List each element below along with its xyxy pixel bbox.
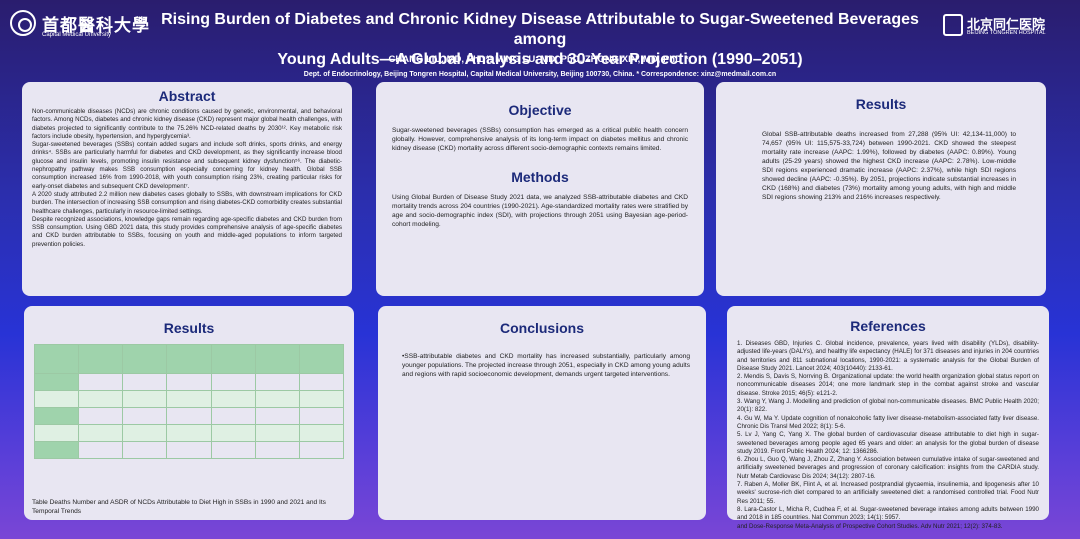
table-cell xyxy=(166,373,212,391)
table-caption: Table Deaths Number and ASDR of NCDs Att… xyxy=(32,499,326,515)
capital-medical-university-logo: 首都醫科大學 Capital Medical University xyxy=(10,10,149,42)
table-header-cell xyxy=(122,344,168,374)
table-cell xyxy=(210,424,256,442)
university-seal-icon xyxy=(10,10,36,36)
abstract-paragraph-1: Non-communicable diseases (NCDs) are chr… xyxy=(32,108,342,140)
reference-item: 6. Zhou L, Guo Q, Wang J, Zhou Z, Zhang … xyxy=(737,456,1039,480)
table-row xyxy=(33,407,345,425)
table-cell xyxy=(298,441,345,459)
abstract-panel: Abstract Non-communicable diseases (NCDs… xyxy=(22,82,352,296)
objective-text: Sugar-sweetened beverages (SSBs) consump… xyxy=(392,127,688,152)
table-cell xyxy=(254,407,300,425)
table-cell xyxy=(210,373,256,391)
reference-item: 8. Lara-Castor L, Micha R, Cudhea F, et … xyxy=(737,505,1039,522)
table-cell xyxy=(122,373,168,391)
authors: CHANG LIU, MD, PhD*; MING LU, MD, PhD, Z… xyxy=(388,54,692,65)
table-cell xyxy=(33,441,80,459)
results-panel-bottom: Results Table Deaths Number and ASDR of … xyxy=(24,306,354,520)
table-header-cell xyxy=(78,344,124,374)
reference-item: 1. Diseases GBD, Injuries C. Global inci… xyxy=(737,340,1039,372)
conclusions-text: •SSB-attributable diabetes and CKD morta… xyxy=(402,353,690,378)
table-cell xyxy=(33,407,80,425)
abstract-paragraph-3: A 2020 study attributed 2.2 million new … xyxy=(32,190,342,215)
poster-title: Rising Burden of Diabetes and Chronic Ki… xyxy=(150,10,930,70)
table-cell xyxy=(254,441,300,459)
references-heading: References xyxy=(850,318,926,334)
table-cell xyxy=(166,390,212,408)
table-cell xyxy=(78,390,124,408)
table-cell xyxy=(298,390,345,408)
poster-header: 首都醫科大學 Capital Medical University Rising… xyxy=(0,0,1080,88)
table-row xyxy=(33,424,345,442)
reference-item: 7. Raben A, Moller BK, Flint A, et al. I… xyxy=(737,481,1039,505)
objective-methods-panel: Objective Sugar-sweetened beverages (SSB… xyxy=(376,82,704,296)
table-cell xyxy=(210,390,256,408)
results-table-heading: Results xyxy=(163,320,215,336)
table-header-cell xyxy=(210,344,256,374)
table-header-cell xyxy=(254,344,300,374)
title-line-1: Rising Burden of Diabetes and Chronic Ki… xyxy=(161,11,919,48)
table-row xyxy=(33,390,345,408)
table-cell xyxy=(166,441,212,459)
title-line-2: Young Adults—A Global Analysis and 30-Ye… xyxy=(277,51,803,68)
table-cell xyxy=(122,441,168,459)
abstract-paragraph-4: Despite recognized associations, knowled… xyxy=(32,215,342,248)
conclusions-panel: Conclusions •SSB-attributable diabetes a… xyxy=(378,306,706,520)
hospital-mark-icon xyxy=(943,14,963,36)
table-cell xyxy=(298,407,345,425)
table-cell xyxy=(78,441,124,459)
reference-item: 5. Lv J, Yang C, Yang X. The global burd… xyxy=(737,431,1039,455)
methods-heading: Methods xyxy=(511,169,569,185)
tongren-hospital-logo: 北京同仁医院 BEIJING TONGREN HOSPITAL xyxy=(943,14,1068,42)
table-cell xyxy=(122,390,168,408)
table-cell xyxy=(254,390,300,408)
abstract-heading: Abstract xyxy=(158,88,216,104)
objective-heading: Objective xyxy=(508,102,572,118)
affiliation: Dept. of Endocrinology, Beijing Tongren … xyxy=(303,71,777,78)
table-header-cell xyxy=(298,344,345,374)
reference-item: 4. Gu W, Ma Y. Update cognition of nonal… xyxy=(737,414,1039,430)
results-table xyxy=(33,344,345,459)
table-row xyxy=(33,373,345,391)
reference-item: 3. Wang Y, Wang J. Modelling and predict… xyxy=(737,398,1039,414)
logo-left-chinese: 首都醫科大學 xyxy=(42,16,150,36)
table-cell xyxy=(254,373,300,391)
table-row xyxy=(33,441,345,459)
table-cell xyxy=(298,424,345,442)
table-cell xyxy=(78,407,124,425)
table-cell xyxy=(122,407,168,425)
reference-item: and Dose-Response Meta-Analysis of Prosp… xyxy=(737,522,1003,530)
table-cell xyxy=(166,407,212,425)
table-cell xyxy=(166,424,212,442)
table-header-cell xyxy=(166,344,212,374)
table-cell xyxy=(210,407,256,425)
table-cell xyxy=(122,424,168,442)
references-panel: References 1. Diseases GBD, Injuries C. … xyxy=(727,306,1049,530)
results-heading: Results xyxy=(855,96,907,112)
table-cell xyxy=(298,373,345,391)
results-text: Global SSB-attributable deaths increased… xyxy=(762,131,1016,201)
table-header-cell xyxy=(33,344,80,374)
table-cell xyxy=(33,424,80,442)
logo-right-english: BEIJING TONGREN HOSPITAL xyxy=(967,30,1046,36)
reference-item: 2. Mendis S, Davis S, Norrving B. Organi… xyxy=(737,373,1039,397)
methods-text: Using Global Burden of Disease Study 202… xyxy=(392,194,688,228)
logo-right-chinese: 北京同仁医院 xyxy=(967,17,1046,32)
logo-left-english: Capital Medical University xyxy=(42,32,112,38)
abstract-paragraph-2: Sugar-sweetened beverages (SSBs) contain… xyxy=(32,141,342,190)
table-cell xyxy=(33,390,80,408)
table-cell xyxy=(78,424,124,442)
table-cell xyxy=(210,441,256,459)
table-cell xyxy=(254,424,300,442)
results-panel-top: Results Global SSB-attributable deaths i… xyxy=(716,82,1046,296)
table-cell xyxy=(78,373,124,391)
table-cell xyxy=(33,373,80,391)
conclusions-heading: Conclusions xyxy=(499,320,584,336)
